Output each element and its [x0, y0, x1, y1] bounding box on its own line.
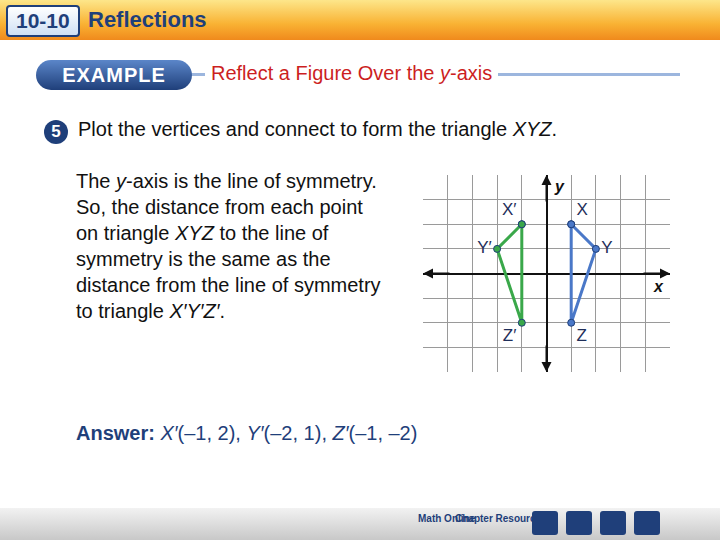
- html-text:Reflect a Figure Over the y -a: Reflect a Figure Over the y -axis: [211, 62, 493, 84]
- html-text:Chapter Resources: Chapter Resources: [455, 513, 547, 524]
- html-text:Answer: X′ (–1, 2), Y′ (–2, 1): Answer: X′ (–1, 2), Y′ (–2, 1), Z′ (–1, …: [76, 422, 418, 444]
- html-text:Plot the vertices and connect: Plot the vertices and connect to form th…: [78, 118, 558, 140]
- html-text:The y -axis is the line of sym: The y -axis is the line of symmetry. So,…: [76, 170, 381, 322]
- svg-text:X′: X′: [502, 200, 517, 219]
- svg-text:x: x: [653, 278, 664, 295]
- svg-text:X: X: [577, 200, 588, 219]
- html-text:Math Online: Math Online: [418, 513, 476, 524]
- svg-text:Z′: Z′: [503, 326, 517, 345]
- html-text:5: 5: [51, 122, 61, 141]
- svg-text:Y: Y: [601, 238, 612, 257]
- html-text:EXAMPLE: EXAMPLE: [62, 64, 166, 86]
- svg-text:y: y: [554, 178, 565, 195]
- html-text:10-10: 10-10: [16, 9, 70, 32]
- svg-text:Y′: Y′: [477, 238, 492, 257]
- html-text:Reflections: Reflections: [88, 7, 207, 32]
- svg-text:Z: Z: [577, 326, 587, 345]
